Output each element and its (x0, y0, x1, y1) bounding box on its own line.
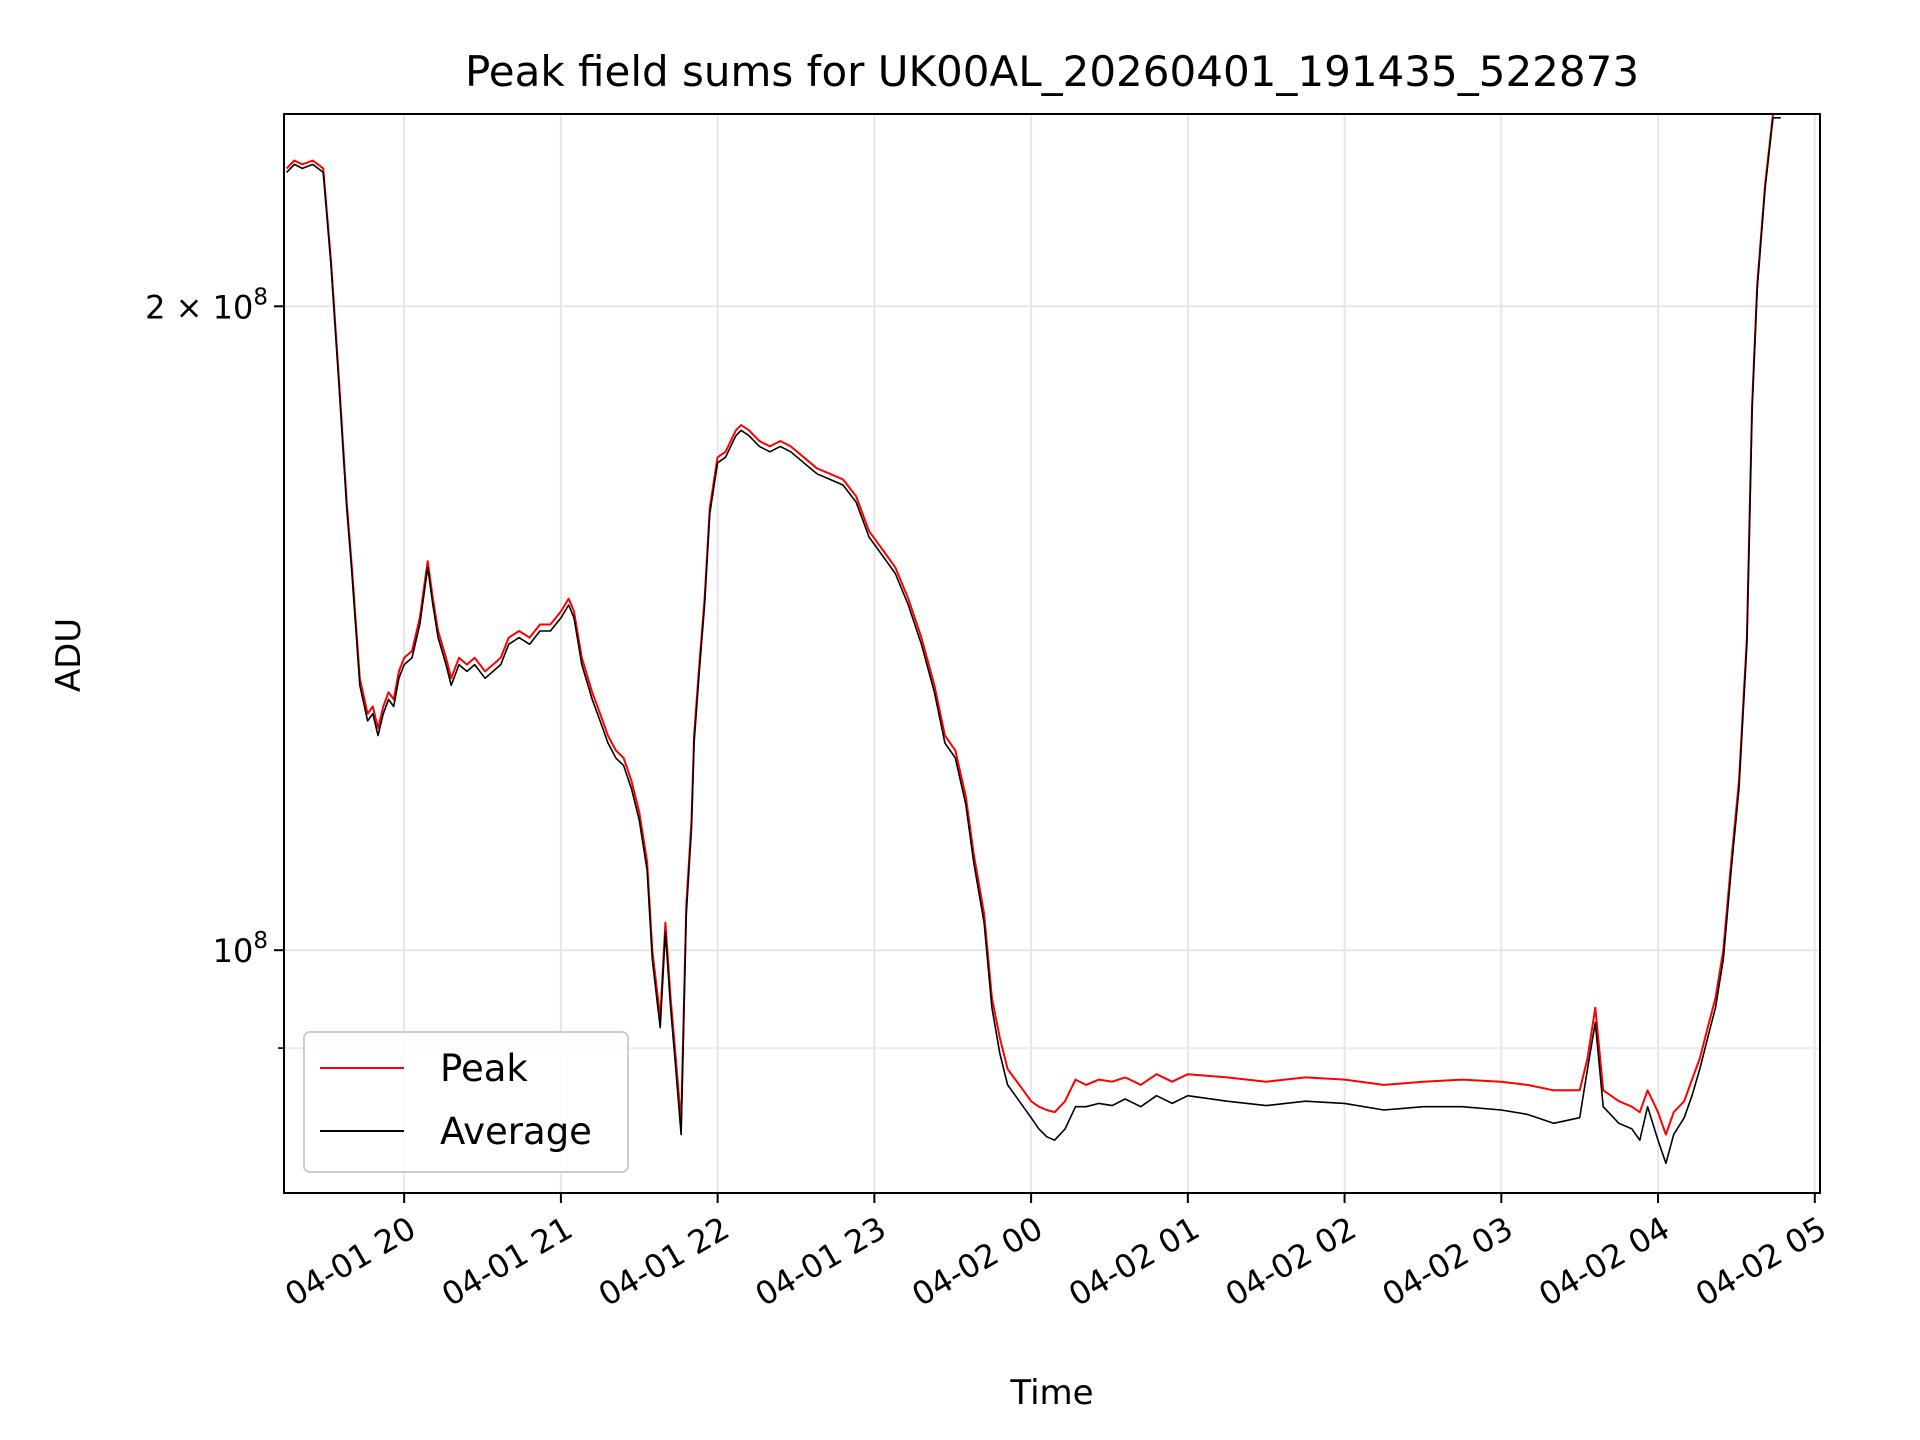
series-line-peak (285, 114, 1781, 1136)
x-axis-label: Time (1009, 1373, 1093, 1413)
legend-label-peak: Peak (440, 1047, 528, 1090)
y-tick-label: 108 (213, 928, 268, 970)
series-layer (285, 114, 1781, 1165)
legend: Peak Average (303, 1031, 629, 1173)
y-axis-label: ADU (49, 618, 89, 692)
grid (284, 114, 1820, 1193)
y-tick-exponent: 8 (253, 284, 268, 310)
y-tick-label: 2 × 108 (145, 284, 268, 326)
legend-label-average: Average (440, 1110, 592, 1153)
plot-frame (283, 113, 1821, 1194)
y-tick-base: 10 (213, 932, 254, 970)
y-tick-base: 10 (213, 288, 254, 326)
series-line-average (286, 117, 1781, 1165)
y-tick-coef: 2 × (145, 288, 213, 326)
y-tick-exponent: 8 (253, 928, 268, 954)
chart-title: Peak field sums for UK00AL_20260401_1914… (465, 47, 1639, 96)
